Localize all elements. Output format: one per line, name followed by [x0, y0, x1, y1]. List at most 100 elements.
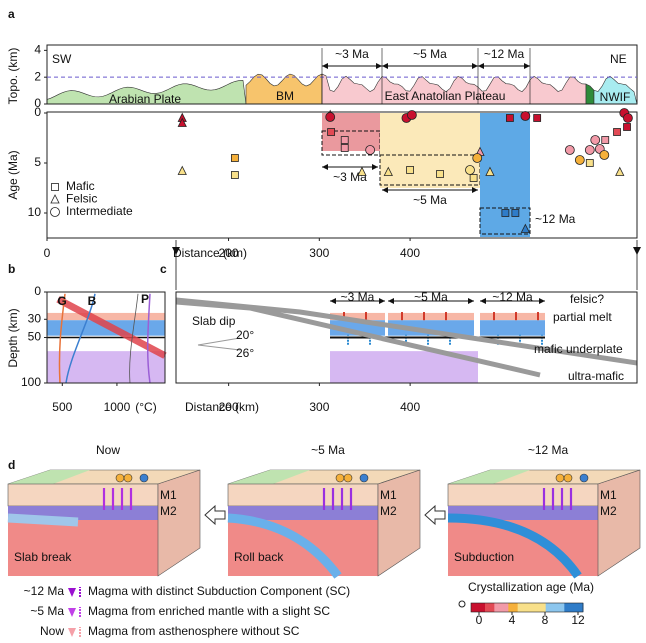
c-felsic-band	[480, 313, 545, 320]
panel-label: c	[160, 262, 167, 276]
legend-label: Intermediate	[66, 204, 133, 218]
box-arrow-head	[322, 164, 328, 170]
block-crust	[228, 484, 378, 506]
colorbar-cell	[550, 603, 555, 612]
felsic-label: felsic?	[570, 292, 604, 306]
block-side	[598, 470, 640, 576]
intermediate-point	[465, 166, 474, 175]
region-label: East Anatolian Plateau	[385, 89, 506, 103]
mafic-point	[502, 210, 509, 217]
mafic-point	[52, 184, 59, 191]
curve-label: P	[141, 292, 149, 306]
felsic-point	[178, 167, 186, 175]
colorbar-cell	[504, 603, 509, 612]
c-period-arrow-head	[480, 298, 486, 304]
mafic-point	[512, 210, 519, 217]
colorbar-tick-label: 4	[509, 613, 516, 627]
y-tick-label: 0	[34, 284, 41, 298]
curve-label: B	[88, 294, 97, 308]
y-axis-label: Age (Ma)	[6, 150, 20, 199]
mafic-point	[506, 115, 513, 122]
colorbar-cell	[480, 603, 485, 612]
legend-age: ~5 Ma	[30, 604, 64, 618]
region-label: Arabian Plate	[109, 92, 181, 106]
colorbar-tick-label: 0	[476, 613, 483, 627]
colorbar-cell	[518, 603, 523, 612]
y-tick-label: 100	[21, 375, 41, 389]
colorbar-ref	[459, 601, 465, 607]
panel-label: a	[8, 7, 15, 21]
dip-label: 26°	[236, 346, 254, 360]
legend-icon	[68, 588, 76, 597]
box-arrow-head	[372, 164, 378, 170]
colorbar-cell	[569, 603, 574, 612]
x-tick-label: 1000	[104, 400, 131, 414]
m2-label: M2	[600, 504, 617, 518]
stage-title: ~12 Ma	[528, 443, 569, 457]
intermediate-point	[51, 208, 60, 217]
legend-text: Magma with distinct Subduction Component…	[88, 584, 350, 598]
mafic-point	[231, 172, 238, 179]
c-period-arrow-head	[379, 298, 385, 304]
legend-icon	[68, 608, 76, 617]
x-tick-label: 300	[309, 246, 329, 260]
volcano-dot	[336, 474, 344, 482]
colorbar-cell	[522, 603, 527, 612]
colorbar-cell	[476, 603, 481, 612]
legend-text: Magma from enriched mantle with a slight…	[88, 604, 330, 618]
colorbar-cell	[574, 603, 579, 612]
ultramafic-label: ultra-mafic	[568, 369, 624, 383]
mafic-point	[534, 115, 541, 122]
stage-arrow	[205, 506, 225, 524]
figure: abcd024Topo. (km)SWNEArabian PlateBMEast…	[0, 0, 646, 643]
y-tick-label: 2	[34, 69, 41, 83]
panel-label: d	[8, 458, 15, 472]
end-label: SW	[52, 52, 72, 66]
c-period-arrow-head	[539, 298, 545, 304]
mafic-label: mafic underplate	[534, 342, 623, 356]
legend-icon	[68, 628, 76, 637]
period-arrow-head	[382, 63, 388, 69]
y-tick-label: 10	[28, 205, 42, 219]
legend-text: Magma from asthenosphere without SC	[88, 624, 300, 638]
colorbar-cell	[508, 603, 513, 612]
panel-label: b	[8, 262, 15, 276]
c-period-arrow-head	[330, 298, 336, 304]
volcano-dot	[140, 474, 148, 482]
volcano-dot	[124, 474, 132, 482]
mafic-point	[602, 137, 609, 144]
mafic-point	[341, 145, 348, 152]
intermediate-point	[565, 146, 574, 155]
volcano-dot	[580, 474, 588, 482]
y-tick-label: 0	[34, 105, 41, 119]
block-side	[378, 470, 420, 576]
felsic-point	[616, 168, 624, 176]
intermediate-point	[591, 136, 600, 145]
period-arrow-head	[376, 63, 382, 69]
legend-age: Now	[40, 624, 64, 638]
dip-line	[198, 338, 240, 345]
stage-title: ~5 Ma	[311, 443, 345, 457]
x-tick-label: 400	[400, 400, 420, 414]
mafic-point	[624, 124, 631, 131]
intermediate-point	[473, 154, 482, 163]
mafic-point	[231, 155, 238, 162]
mafic-point	[407, 167, 414, 174]
mafic-point	[328, 129, 335, 136]
region-fault	[586, 84, 594, 104]
block-mantle	[228, 520, 378, 576]
stage-title: Now	[96, 443, 120, 457]
m2-label: M2	[380, 504, 397, 518]
process-label: Slab break	[14, 550, 72, 564]
intermediate-point	[585, 146, 594, 155]
x-axis-label: Distance (km)	[173, 246, 247, 260]
colorbar-cell	[471, 603, 476, 612]
b-felsic-band	[47, 313, 165, 320]
mafic-point	[470, 175, 477, 182]
colorbar-tick-label: 12	[571, 613, 585, 627]
dip-label: 20°	[236, 328, 254, 342]
period-arrow-head	[322, 63, 328, 69]
colorbar-title: Crystallization age (Ma)	[468, 580, 594, 594]
mafic-point	[614, 129, 621, 136]
y-tick-label: 50	[28, 330, 42, 344]
